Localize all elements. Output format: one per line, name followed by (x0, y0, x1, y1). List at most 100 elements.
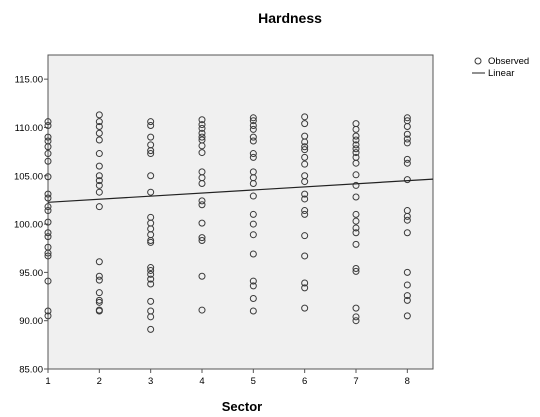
observed-point (44, 307, 52, 315)
observed-point (403, 281, 411, 289)
observed-point (352, 141, 360, 149)
observed-point (352, 304, 360, 312)
y-tick-label: 90.00 (19, 316, 43, 327)
observed-point (198, 237, 206, 245)
observed-point (249, 117, 257, 125)
observed-points (44, 111, 411, 333)
observed-point (249, 220, 257, 228)
x-tick-label: 8 (405, 376, 410, 387)
observed-point (95, 111, 103, 119)
observed-point (95, 150, 103, 158)
observed-point (198, 219, 206, 227)
observed-point (403, 212, 411, 220)
observed-point (44, 277, 52, 285)
observed-point (44, 252, 52, 260)
observed-point (95, 136, 103, 144)
observed-point (403, 135, 411, 143)
x-tick-label: 3 (148, 376, 153, 387)
observed-point (44, 150, 52, 158)
observed-point (352, 265, 360, 273)
observed-point (198, 142, 206, 150)
observed-point (95, 122, 103, 130)
x-tick-label: 1 (45, 376, 50, 387)
observed-point (95, 258, 103, 266)
observed-point (352, 210, 360, 218)
observed-point (352, 313, 360, 321)
observed-point (198, 116, 206, 124)
observed-point (249, 210, 257, 218)
y-axis: 85.00 90.00 95.00 100.00 105.00 110.00 115.00 (14, 75, 48, 376)
linear-fit-line (47, 178, 434, 203)
observed-point (301, 279, 309, 287)
observed-point (352, 267, 360, 275)
observed-point (95, 129, 103, 137)
observed-point (95, 162, 103, 170)
y-tick-label: 85.00 (19, 365, 43, 376)
observed-point (44, 194, 52, 202)
observed-point (249, 153, 257, 161)
observed-point (44, 133, 52, 141)
observed-point (147, 264, 155, 272)
observed-point (198, 149, 206, 157)
observed-point (301, 143, 309, 151)
observed-point (147, 238, 155, 246)
observed-point (352, 145, 360, 153)
observed-point (352, 193, 360, 201)
observed-point (403, 130, 411, 138)
observed-point (147, 297, 155, 305)
legend: Observed Linear (472, 56, 529, 79)
observed-point (147, 172, 155, 180)
observed-point (403, 216, 411, 224)
observed-point (403, 122, 411, 130)
chart-title: Hardness (258, 10, 322, 26)
observed-point (198, 201, 206, 209)
observed-point (352, 229, 360, 237)
observed-point (44, 312, 52, 320)
observed-point (301, 207, 309, 215)
observed-point (352, 171, 360, 179)
observed-point (147, 266, 155, 274)
observed-point (352, 136, 360, 144)
observed-point (147, 188, 155, 196)
observed-point (249, 150, 257, 158)
observed-point (95, 172, 103, 180)
observed-point (44, 143, 52, 151)
observed-point (403, 296, 411, 304)
observed-point (249, 192, 257, 200)
observed-point (249, 114, 257, 122)
observed-point (44, 157, 52, 165)
observed-point (403, 312, 411, 320)
legend-linear-label: Linear (488, 68, 514, 79)
legend-observed-marker (474, 57, 482, 65)
observed-point (147, 118, 155, 126)
x-tick-label: 4 (199, 376, 204, 387)
observed-point (301, 284, 309, 292)
observed-point (198, 272, 206, 280)
x-tick-label: 6 (302, 376, 307, 387)
observed-point (249, 294, 257, 302)
observed-point (95, 188, 103, 196)
observed-point (95, 181, 103, 189)
observed-point (403, 114, 411, 122)
legend-observed-label: Observed (488, 56, 529, 67)
observed-point (147, 133, 155, 141)
observed-point (198, 306, 206, 314)
observed-point (352, 317, 360, 325)
observed-point (301, 178, 309, 186)
observed-point (352, 181, 360, 189)
observed-point (403, 292, 411, 300)
observed-point (147, 270, 155, 278)
observed-point (147, 147, 155, 155)
observed-point (198, 197, 206, 205)
observed-point (198, 234, 206, 242)
observed-point (249, 133, 257, 141)
linear-fit-group (47, 178, 434, 203)
observed-point (352, 224, 360, 232)
x-axis-title: Sector (222, 399, 262, 414)
observed-point (44, 229, 52, 237)
observed-point (44, 122, 52, 130)
observed-point (95, 118, 103, 126)
observed-point (95, 298, 103, 306)
observed-point (301, 195, 309, 203)
